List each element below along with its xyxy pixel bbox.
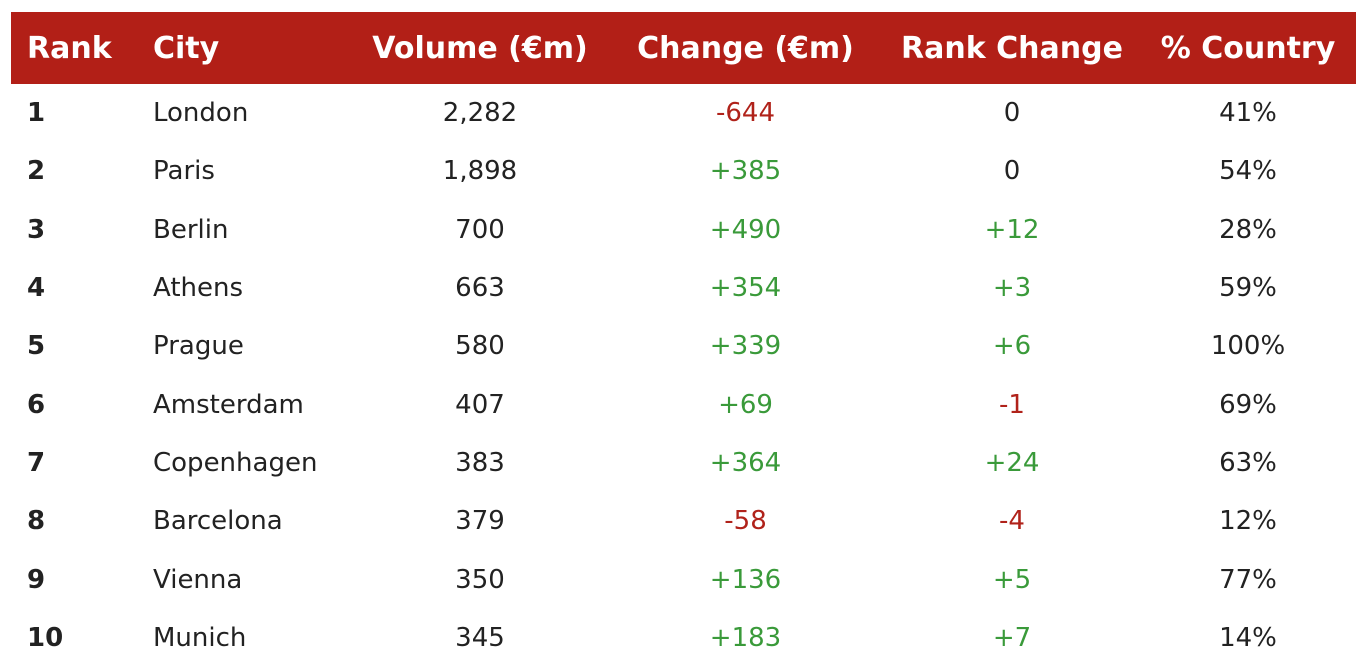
header-rank: Rank: [11, 12, 153, 84]
city-ranking-table: Rank City Volume (€m) Change (€m) Rank C…: [11, 12, 1356, 667]
cell-volume: 1,898: [442, 156, 518, 187]
cell-volume: 2,282: [442, 98, 518, 129]
cell-pct-country: 41%: [1219, 98, 1277, 129]
table-body: 1 London 2,282 -644 0 41% 2 Paris 1,898 +385 0 54% 3…: [11, 84, 1356, 667]
city-ranking-table-container: Rank City Volume (€m) Change (€m) Rank C…: [11, 12, 1356, 667]
cell-city: Copenhagen: [153, 447, 318, 478]
cell-rank: 1: [27, 98, 46, 129]
cell-change: +136: [709, 564, 782, 595]
table-row: 4 Athens 663 +354 +3 59%: [11, 259, 1356, 317]
table-header: Rank City Volume (€m) Change (€m) Rank C…: [11, 12, 1356, 84]
cell-volume: 383: [455, 447, 505, 478]
cell-pct-country: 77%: [1219, 564, 1277, 595]
cell-rank: 5: [27, 331, 46, 362]
cell-volume: 700: [455, 214, 505, 245]
cell-rank-change: 0: [1003, 156, 1021, 187]
table-row: 7 Copenhagen 383 +364 +24 63%: [11, 434, 1356, 492]
cell-city: London: [153, 98, 249, 129]
cell-rank: 9: [27, 564, 46, 595]
cell-rank-change: +5: [992, 564, 1032, 595]
cell-pct-country: 28%: [1219, 214, 1277, 245]
cell-city: Amsterdam: [153, 389, 304, 420]
header-row: Rank City Volume (€m) Change (€m) Rank C…: [11, 12, 1356, 84]
cell-rank: 10: [27, 622, 64, 653]
header-city: City: [153, 12, 353, 84]
cell-rank: 2: [27, 156, 46, 187]
cell-city: Prague: [153, 331, 244, 362]
cell-change: -644: [715, 98, 775, 129]
table-row: 10 Munich 345 +183 +7 14%: [11, 609, 1356, 667]
table-row: 9 Vienna 350 +136 +5 77%: [11, 550, 1356, 608]
cell-rank: 7: [27, 447, 46, 478]
cell-volume: 345: [455, 622, 505, 653]
header-pct-country: % Country: [1140, 12, 1356, 84]
cell-pct-country: 14%: [1219, 622, 1277, 653]
cell-change: +385: [709, 156, 782, 187]
header-volume: Volume (€m): [353, 12, 607, 84]
cell-rank-change: +24: [984, 447, 1040, 478]
cell-rank-change: +6: [992, 331, 1032, 362]
cell-city: Berlin: [153, 214, 229, 245]
table-row: 1 London 2,282 -644 0 41%: [11, 84, 1356, 142]
header-change: Change (€m): [607, 12, 884, 84]
cell-pct-country: 12%: [1219, 506, 1277, 537]
table-row: 5 Prague 580 +339 +6 100%: [11, 317, 1356, 375]
cell-city: Barcelona: [153, 506, 283, 537]
cell-rank-change: +3: [992, 273, 1032, 304]
table-row: 2 Paris 1,898 +385 0 54%: [11, 142, 1356, 200]
cell-rank: 6: [27, 389, 46, 420]
cell-rank: 8: [27, 506, 46, 537]
cell-rank-change: -1: [999, 389, 1025, 420]
cell-change: -58: [724, 506, 767, 537]
cell-rank-change: +12: [984, 214, 1040, 245]
cell-rank-change: 0: [1003, 98, 1021, 129]
table-row: 3 Berlin 700 +490 +12 28%: [11, 201, 1356, 259]
cell-pct-country: 59%: [1219, 273, 1277, 304]
cell-change: +183: [709, 622, 782, 653]
table-row: 8 Barcelona 379 -58 -4 12%: [11, 492, 1356, 550]
cell-volume: 580: [455, 331, 505, 362]
cell-change: +490: [709, 214, 782, 245]
cell-rank: 4: [27, 273, 46, 304]
cell-pct-country: 100%: [1210, 331, 1286, 362]
cell-city: Athens: [153, 273, 244, 304]
cell-change: +69: [718, 389, 773, 420]
cell-volume: 663: [455, 273, 505, 304]
cell-rank: 3: [27, 214, 46, 245]
cell-rank-change: +7: [992, 622, 1032, 653]
cell-city: Vienna: [153, 564, 243, 595]
cell-pct-country: 54%: [1219, 156, 1277, 187]
cell-pct-country: 63%: [1219, 447, 1277, 478]
cell-rank-change: -4: [999, 506, 1025, 537]
cell-city: Paris: [153, 156, 215, 187]
cell-change: +364: [709, 447, 782, 478]
table-row: 6 Amsterdam 407 +69 -1 69%: [11, 375, 1356, 433]
cell-volume: 350: [455, 564, 505, 595]
cell-volume: 407: [455, 389, 505, 420]
cell-city: Munich: [153, 622, 247, 653]
cell-change: +339: [709, 331, 782, 362]
cell-volume: 379: [455, 506, 505, 537]
header-rank-change: Rank Change: [884, 12, 1140, 84]
cell-pct-country: 69%: [1219, 389, 1277, 420]
cell-change: +354: [709, 273, 782, 304]
